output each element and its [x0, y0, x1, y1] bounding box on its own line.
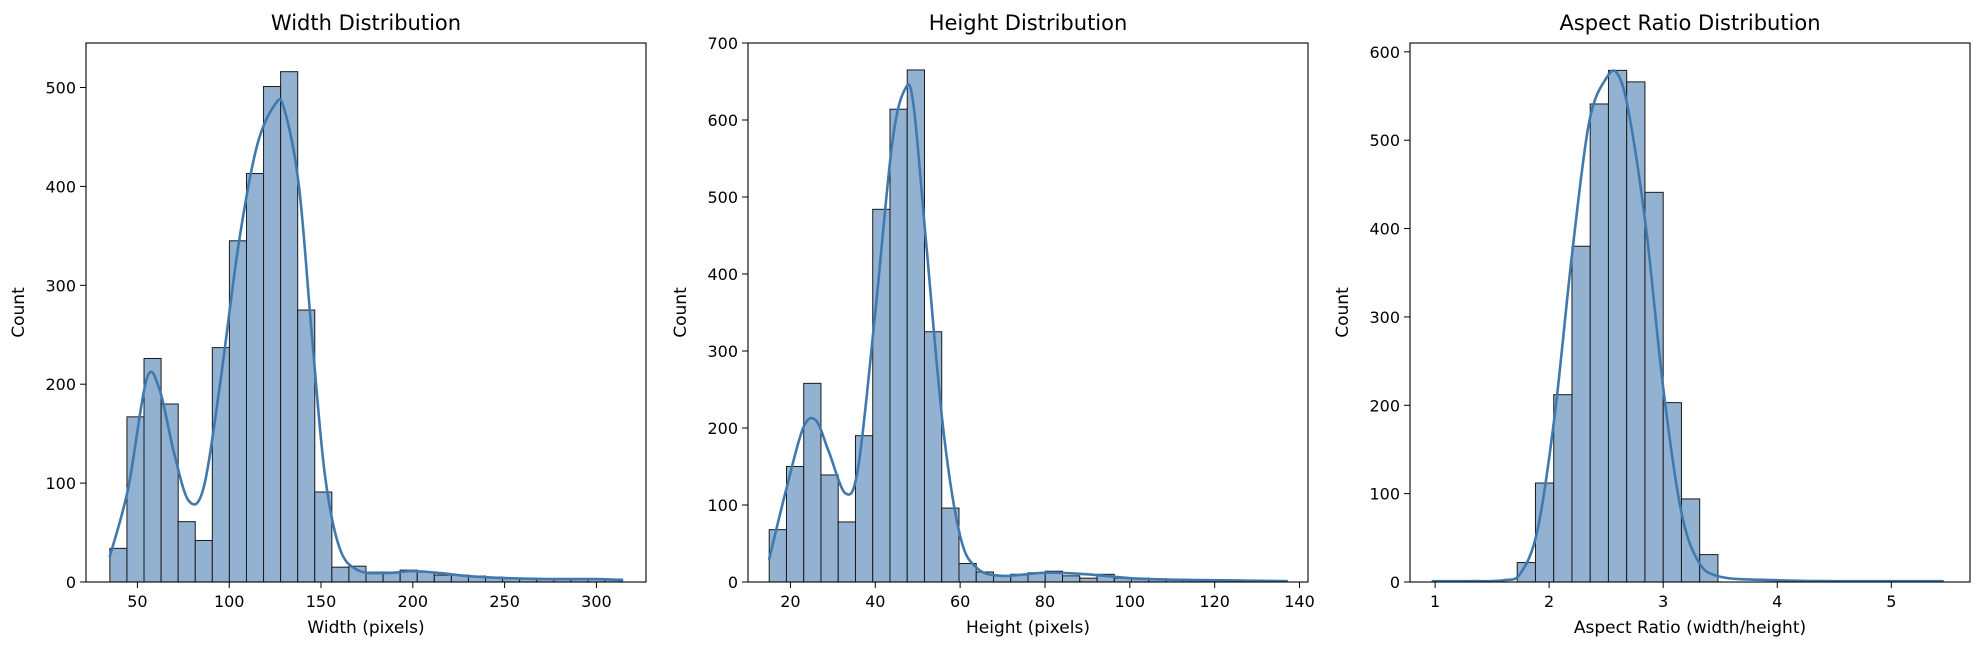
histogram-bar [263, 86, 282, 583]
x-tick-label: 50 [127, 592, 147, 611]
x-tick-label: 40 [865, 592, 885, 611]
y-tick-label: 300 [45, 276, 76, 295]
chart-title: Width Distribution [271, 11, 461, 35]
y-axis-label: Count [1333, 287, 1353, 338]
histogram-bar [143, 357, 162, 583]
histogram-bar [803, 382, 822, 583]
x-tick-label: 200 [398, 592, 429, 611]
histogram-bar [785, 466, 805, 583]
histogram-bar [768, 529, 787, 583]
x-tick-label: 150 [306, 592, 337, 611]
histogram-bar [820, 474, 839, 583]
x-axis-label: Aspect Ratio (width/height) [1574, 618, 1806, 638]
y-tick-label: 500 [707, 188, 738, 207]
x-tick-label: 250 [489, 592, 520, 611]
histogram-bar [109, 547, 128, 583]
histogram-bar [194, 539, 213, 583]
y-tick-label: 300 [1369, 308, 1400, 327]
histogram-bar [280, 71, 299, 583]
width-distribution-panel: Width Distribution Width (pixels) Count … [9, 11, 647, 638]
histogram-bar [416, 571, 435, 583]
aspect-ratio-distribution-panel: Aspect Ratio Distribution Aspect Ratio (… [1333, 11, 1971, 638]
y-tick-label: 400 [45, 177, 76, 196]
y-tick-label: 100 [1369, 485, 1400, 504]
histogram-bar [245, 173, 265, 583]
y-tick-label: 0 [66, 573, 76, 592]
x-tick-label: 3 [1658, 592, 1668, 611]
y-tick-label: 500 [45, 79, 76, 98]
histogram-bar [854, 435, 874, 583]
histogram-bar [837, 521, 856, 583]
y-tick-label: 300 [707, 342, 738, 361]
x-tick-label: 20 [780, 592, 800, 611]
x-axis-label: Width (pixels) [307, 618, 424, 638]
chart-title: Aspect Ratio Distribution [1559, 11, 1820, 35]
y-tick-label: 0 [728, 573, 738, 592]
y-tick-label: 400 [1369, 220, 1400, 239]
histogram-bar [1589, 103, 1609, 583]
x-tick-label: 4 [1772, 592, 1782, 611]
histogram-bar [1553, 394, 1573, 583]
y-tick-label: 700 [707, 34, 738, 53]
kde-line [767, 83, 1289, 583]
y-tick-label: 200 [1369, 396, 1400, 415]
x-tick-label: 2 [1544, 592, 1554, 611]
histogram-bar [1062, 575, 1081, 583]
histogram-bar [1079, 577, 1098, 583]
x-tick-label: 120 [1199, 592, 1230, 611]
y-axis-label: Count [9, 287, 29, 338]
histogram-bar [872, 208, 891, 583]
x-tick-label: 300 [581, 592, 612, 611]
y-tick-label: 400 [707, 265, 738, 284]
x-tick-label: 5 [1886, 592, 1896, 611]
axes-frame [747, 42, 1309, 583]
histogram-bar [1607, 69, 1628, 583]
x-tick-label: 140 [1284, 592, 1315, 611]
y-tick-label: 500 [1369, 131, 1400, 150]
histogram-bar [1680, 498, 1701, 583]
x-tick-label: 80 [1035, 592, 1055, 611]
y-tick-label: 200 [707, 419, 738, 438]
y-tick-label: 600 [707, 111, 738, 130]
axes-frame [85, 42, 647, 583]
histogram-bar [923, 331, 943, 583]
axes-frame [1409, 42, 1971, 583]
histogram-bar [889, 108, 908, 583]
histogram-bar [433, 574, 452, 583]
x-tick-label: 60 [950, 592, 970, 611]
x-tick-label: 1 [1430, 592, 1440, 611]
chart-title: Height Distribution [929, 11, 1128, 35]
y-tick-label: 100 [707, 496, 738, 515]
y-axis-label: Count [671, 287, 691, 338]
height-distribution-panel: Height Distribution Height (pixels) Coun… [671, 11, 1315, 638]
histogram-bar [177, 521, 196, 583]
x-axis-label: Height (pixels) [966, 618, 1090, 638]
y-tick-label: 600 [1369, 43, 1400, 62]
y-tick-label: 0 [1390, 573, 1400, 592]
kde-line [1431, 69, 1944, 583]
x-tick-label: 100 [214, 592, 245, 611]
y-tick-label: 100 [45, 474, 76, 493]
kde-line [108, 98, 624, 582]
y-tick-label: 200 [45, 375, 76, 394]
x-tick-label: 100 [1115, 592, 1146, 611]
histogram-bar [1571, 245, 1591, 583]
histogram-bar [906, 69, 925, 583]
histogram-bar [331, 566, 350, 583]
